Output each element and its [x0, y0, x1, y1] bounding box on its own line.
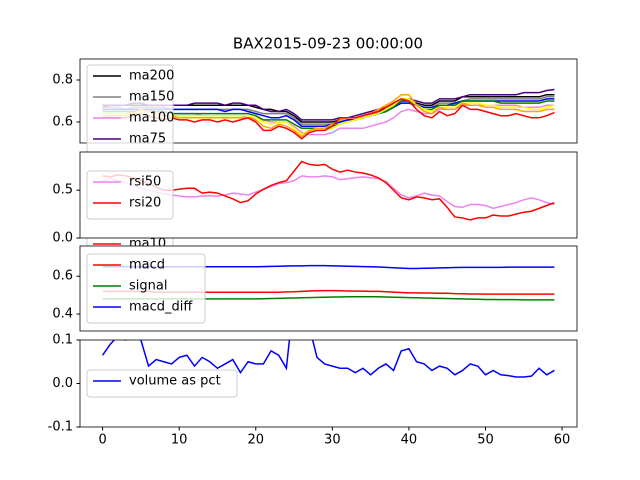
x-tick-label: 10	[171, 433, 188, 448]
legend-label: rsi50	[129, 175, 161, 190]
axes-frame	[79, 58, 578, 144]
x-tick-label: 20	[247, 433, 264, 448]
series-line	[102, 93, 555, 138]
legend-label: macd	[129, 258, 165, 273]
series-line	[102, 100, 555, 130]
y-tick-label: -0.1	[48, 420, 73, 435]
y-tick-label: 0.6	[52, 115, 73, 130]
x-tick-label: 60	[554, 433, 571, 448]
y-tick-label: 0.5	[52, 183, 73, 198]
y-tick-label: 0.0	[52, 376, 73, 391]
plot-lines	[101, 340, 555, 378]
x-tick-label: 50	[477, 433, 494, 448]
axes-frame	[79, 151, 578, 239]
legend-label: ma150	[129, 90, 174, 105]
y-tick-label: 0.4	[52, 307, 73, 322]
y-tick-label: 0.1	[52, 333, 73, 348]
legend-label: macd_diff	[129, 300, 193, 315]
y-tick-label: 0.0	[52, 231, 73, 246]
y-tick-label: 0.6	[52, 269, 73, 284]
legend-label: ma200	[129, 69, 174, 84]
legend-label: volume as pct	[129, 374, 221, 389]
series-line	[102, 160, 555, 221]
legend-label: ma75	[129, 132, 166, 147]
x-tick-label: 40	[401, 433, 418, 448]
series-line	[102, 98, 555, 140]
series-line	[101, 340, 555, 378]
legend-label: rsi20	[129, 196, 161, 211]
legend-box	[86, 369, 238, 398]
legend-box	[86, 253, 206, 324]
legend-label: signal	[129, 279, 167, 294]
plot-lines	[102, 88, 555, 140]
series-line	[102, 88, 555, 121]
y-tick-label: 0.8	[52, 73, 73, 88]
x-tick-label: 0	[98, 433, 106, 448]
chart-title: BAX2015-09-23 00:00:00	[233, 35, 423, 53]
x-tick-label: 30	[324, 433, 341, 448]
legend-label: ma100	[129, 111, 174, 126]
series-line	[102, 175, 555, 210]
plot-lines	[102, 160, 555, 221]
axes-frame	[79, 245, 578, 332]
series-line	[102, 98, 555, 136]
legend-box	[86, 170, 174, 220]
